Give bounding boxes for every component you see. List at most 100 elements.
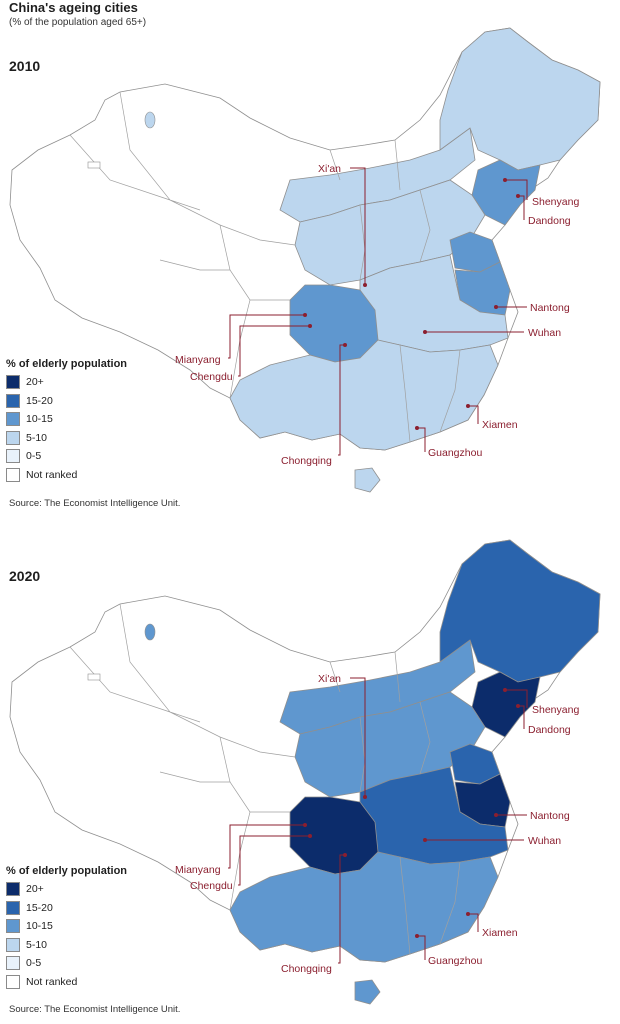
legend-item: 10-15 xyxy=(6,410,127,429)
lake-feature xyxy=(87,673,101,681)
callout-guangzhou: Guangzhou xyxy=(415,934,482,967)
legend-swatch xyxy=(6,882,20,897)
city-label-dandong: Dandong xyxy=(528,724,571,736)
city-label-xian: Xi'an xyxy=(318,673,341,685)
china-map-2020: Xi'an Shenyang Dandong Nantong Wuhan Mia… xyxy=(9,539,601,1005)
legend-swatch xyxy=(6,412,20,427)
legend-item: 15-20 xyxy=(6,392,127,411)
callout-dandong: Dandong xyxy=(516,704,571,736)
callout-chongqing: Chongqing xyxy=(281,343,347,467)
callout-dandong: Dandong xyxy=(516,194,571,227)
city-label-wuhan: Wuhan xyxy=(528,835,561,847)
city-label-guangzhou: Guangzhou xyxy=(428,955,482,967)
legend-swatch xyxy=(6,449,20,464)
callout-mianyang: Mianyang xyxy=(175,823,307,876)
city-label-mianyang: Mianyang xyxy=(175,864,221,876)
callout-nantong: Nantong xyxy=(494,810,570,822)
legend-swatch xyxy=(6,900,20,915)
chart-subtitle: (% of the population aged 65+) xyxy=(9,17,147,28)
region-south xyxy=(229,339,499,451)
city-label-dandong: Dandong xyxy=(528,215,571,227)
callout-mianyang: Mianyang xyxy=(175,313,307,366)
city-label-chengdu: Chengdu xyxy=(190,880,233,892)
city-label-chongqing: Chongqing xyxy=(281,455,332,467)
legend-label: 10-15 xyxy=(26,920,53,933)
lake-feature xyxy=(144,623,156,641)
legend-item: 0-5 xyxy=(6,447,127,466)
city-label-xian: Xi'an xyxy=(318,163,341,175)
callout-xiamen: Xiamen xyxy=(466,912,518,939)
legend-swatch xyxy=(6,467,20,482)
callout-wuhan: Wuhan xyxy=(423,835,561,847)
source-note: Source: The Economist Intelligence Unit. xyxy=(9,498,181,509)
region-northeast xyxy=(439,539,601,683)
legend-label: 20+ xyxy=(26,883,44,896)
callout-shenyang: Shenyang xyxy=(503,178,579,208)
region-northeast xyxy=(439,27,601,171)
callout-wuhan: Wuhan xyxy=(423,327,561,339)
callout-shenyang: Shenyang xyxy=(503,688,579,716)
legend-label: 15-20 xyxy=(26,394,53,407)
legend-title: % of elderly population xyxy=(6,865,128,877)
callout-chongqing: Chongqing xyxy=(281,853,347,975)
city-label-shenyang: Shenyang xyxy=(532,704,579,716)
city-label-nantong: Nantong xyxy=(530,810,570,822)
callout-guangzhou: Guangzhou xyxy=(415,426,482,459)
chart-title: China's ageing cities xyxy=(9,0,138,15)
legend-swatch xyxy=(6,937,20,952)
legend-item: Not ranked xyxy=(6,466,127,485)
city-label-guangzhou: Guangzhou xyxy=(428,447,482,459)
legend-label: 10-15 xyxy=(26,413,53,426)
legend-item: 20+ xyxy=(6,373,127,392)
lake-feature xyxy=(144,111,156,129)
region-south xyxy=(229,851,499,963)
callout-nantong: Nantong xyxy=(494,302,570,314)
legend-item: 20+ xyxy=(6,880,127,899)
legend-label: 0-5 xyxy=(26,957,42,970)
legend-swatch xyxy=(6,919,20,934)
year-label: 2010 xyxy=(9,58,41,74)
legend-item: 5-10 xyxy=(6,936,127,955)
legend-2010: % of elderly population 20+ 15-20 10-15 … xyxy=(6,358,127,484)
callout-xiamen: Xiamen xyxy=(466,404,518,431)
map-panel-2010: 2010 Xi'an Shenyang xyxy=(6,27,601,509)
legend-label: 0-5 xyxy=(26,450,42,463)
lake-feature xyxy=(87,161,101,169)
china-map-2010: Xi'an Shenyang Dandong Nantong Wuhan Mia… xyxy=(9,27,601,493)
legend-swatch xyxy=(6,956,20,971)
city-label-nantong: Nantong xyxy=(530,302,570,314)
legend-swatch xyxy=(6,393,20,408)
legend-item: 10-15 xyxy=(6,917,127,936)
legend-label: 15-20 xyxy=(26,901,53,914)
legend-title: % of elderly population xyxy=(6,358,128,370)
legend-item: 15-20 xyxy=(6,899,127,918)
legend-label: 5-10 xyxy=(26,431,48,444)
region-hainan xyxy=(354,467,381,493)
city-label-chengdu: Chengdu xyxy=(190,371,233,383)
legend-label: Not ranked xyxy=(26,975,78,988)
legend-label: 5-10 xyxy=(26,938,48,951)
callout-xian: Xi'an xyxy=(318,673,367,799)
map-panel-2020: 2020 Xi'an Shenyang Dandong Nantong xyxy=(0,512,620,1024)
city-label-shenyang: Shenyang xyxy=(532,196,579,208)
callout-chengdu: Chengdu xyxy=(190,324,312,383)
legend-2020: % of elderly population 20+ 15-20 10-15 … xyxy=(6,865,127,991)
city-label-mianyang: Mianyang xyxy=(175,354,221,366)
city-label-wuhan: Wuhan xyxy=(528,327,561,339)
legend-swatch xyxy=(6,430,20,445)
region-hainan xyxy=(354,979,381,1005)
legend-item: 5-10 xyxy=(6,429,127,448)
source-note: Source: The Economist Intelligence Unit. xyxy=(9,1004,181,1015)
legend-item: Not ranked xyxy=(6,973,127,992)
legend-label: 20+ xyxy=(26,376,44,389)
year-label: 2020 xyxy=(9,568,41,584)
city-label-xiamen: Xiamen xyxy=(482,927,518,939)
city-label-chongqing: Chongqing xyxy=(281,963,332,975)
callout-chengdu: Chengdu xyxy=(190,834,312,892)
legend-label: Not ranked xyxy=(26,468,78,481)
legend-item: 0-5 xyxy=(6,954,127,973)
callout-xian: Xi'an xyxy=(318,163,367,287)
legend-swatch xyxy=(6,974,20,989)
legend-swatch xyxy=(6,375,20,390)
city-label-xiamen: Xiamen xyxy=(482,419,518,431)
